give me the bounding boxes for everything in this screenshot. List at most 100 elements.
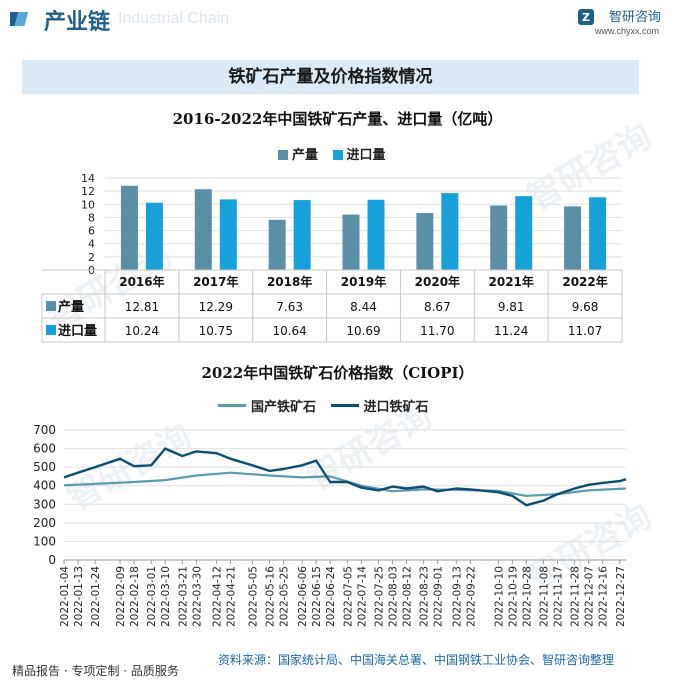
data-label-production: 12.29 bbox=[199, 300, 233, 314]
x-tick-label: 2022-04-21 bbox=[226, 566, 238, 627]
x-tick-label: 2022-07-14 bbox=[356, 566, 368, 627]
category-label: 2018年 bbox=[267, 274, 312, 289]
legend-item-production: 产量 bbox=[278, 148, 318, 163]
x-tick-label: 2022-08-12 bbox=[401, 566, 413, 627]
data-label-import: 11.70 bbox=[420, 324, 454, 338]
x-tick-label: 2022-01-13 bbox=[73, 566, 85, 627]
data-label-import: 11.24 bbox=[494, 324, 528, 338]
category-label: 2022年 bbox=[562, 274, 607, 289]
legend-swatch-import bbox=[332, 150, 343, 160]
y-tick-label: 8 bbox=[88, 211, 95, 224]
legend-line-domestic bbox=[218, 404, 246, 407]
legend-label-imported: 进口铁矿石 bbox=[363, 400, 429, 415]
figure-title-band: 铁矿石产量及价格指数情况 bbox=[22, 60, 639, 94]
brand-name[interactable]: 智研咨询 bbox=[608, 10, 661, 25]
x-tick-label: 2022-01-04 bbox=[59, 566, 71, 627]
x-tick-label: 2022-12-07 bbox=[584, 566, 596, 627]
y-tick-label: 14 bbox=[81, 172, 95, 185]
x-tick-label: 2022-08-23 bbox=[419, 566, 431, 627]
x-tick-label: 2022-05-25 bbox=[279, 566, 291, 627]
category-label: 2016年 bbox=[119, 274, 164, 289]
bar-import bbox=[219, 199, 237, 270]
x-tick-label: 2022-05-16 bbox=[264, 566, 276, 627]
x-tick-label: 2022-07-05 bbox=[342, 566, 354, 627]
bar-chart-title: 2016-2022年中国铁矿石产量、进口量（亿吨） bbox=[172, 110, 503, 128]
x-tick-label: 2022-06-24 bbox=[325, 566, 337, 627]
line-chart-title: 2022年中国铁矿石价格指数（CIOPI） bbox=[201, 364, 474, 382]
x-tick-label: 2022-11-17 bbox=[553, 566, 565, 627]
x-tick-label: 2022-01-24 bbox=[90, 566, 102, 627]
bar-import bbox=[515, 196, 533, 270]
x-tick-label: 2022-05-05 bbox=[247, 566, 259, 627]
bar-production bbox=[342, 214, 360, 270]
data-label-import: 10.64 bbox=[272, 324, 306, 338]
data-label-production: 8.44 bbox=[350, 300, 377, 314]
category-label: 2019年 bbox=[341, 274, 386, 289]
page-header: 产业链 Industrial Chain Z 智研咨询 www.chyxx.co… bbox=[0, 0, 675, 38]
x-tick-label: 2022-12-16 bbox=[598, 566, 610, 627]
series-line-domestic bbox=[63, 471, 627, 498]
svg-text:Z: Z bbox=[582, 11, 590, 24]
bar-import bbox=[367, 199, 385, 270]
bar-production bbox=[194, 189, 212, 270]
category-label: 2021年 bbox=[489, 274, 534, 289]
x-tick-label: 2022-08-03 bbox=[387, 566, 399, 627]
bar-import bbox=[145, 202, 163, 270]
bar-production bbox=[564, 206, 582, 270]
x-tick-label: 2022-03-21 bbox=[177, 566, 189, 627]
line-chart-legend: 国产铁矿石 进口铁矿石 bbox=[218, 396, 439, 415]
table-legend-swatch bbox=[46, 301, 56, 311]
data-label-production: 12.81 bbox=[125, 300, 159, 314]
x-tick-label: 2022-03-01 bbox=[146, 566, 158, 627]
x-tick-label: 2022-10-10 bbox=[493, 566, 505, 627]
bar-chart: 024681012142016年12.8110.242017年12.2910.7… bbox=[41, 172, 623, 343]
data-label-import: 10.69 bbox=[346, 324, 380, 338]
bar-import bbox=[441, 193, 459, 270]
x-tick-label: 2022-03-30 bbox=[191, 566, 203, 627]
legend-item-domestic: 国产铁矿石 bbox=[218, 400, 316, 415]
series-line-imported bbox=[63, 447, 627, 507]
bar-import bbox=[589, 197, 607, 270]
brand-url[interactable]: www.chyxx.com bbox=[594, 26, 659, 36]
x-tick-label: 2022-04-12 bbox=[212, 566, 224, 627]
brand-logo-icon: Z bbox=[578, 9, 594, 25]
data-label-production: 8.67 bbox=[424, 300, 451, 314]
x-tick-label: 2022-10-28 bbox=[521, 566, 533, 627]
x-tick-label: 2022-09-01 bbox=[433, 566, 445, 627]
section-title: 产业链 bbox=[44, 9, 111, 35]
y-tick-label: 2 bbox=[88, 251, 95, 264]
footer-source: 资料来源：国家统计局、中国海关总署、中国钢铁工业协会、智研咨询整理 bbox=[218, 653, 615, 667]
footer-slogan: 精品报告 · 专项定制 · 品质服务 bbox=[12, 664, 179, 678]
y-tick-label: 500 bbox=[33, 460, 56, 474]
y-tick-label: 12 bbox=[81, 185, 95, 198]
bar-production bbox=[120, 185, 138, 270]
x-tick-label: 2022-09-13 bbox=[451, 566, 463, 627]
legend-label-domestic: 国产铁矿石 bbox=[251, 400, 317, 415]
x-tick-label: 2022-07-25 bbox=[373, 566, 385, 627]
y-tick-label: 300 bbox=[33, 497, 56, 511]
category-label: 2017年 bbox=[193, 274, 238, 289]
legend-item-imported: 进口铁矿石 bbox=[330, 400, 429, 415]
y-tick-label: 4 bbox=[88, 238, 95, 251]
data-label-import: 10.24 bbox=[125, 324, 159, 338]
data-label-production: 9.81 bbox=[498, 300, 525, 314]
bar-production bbox=[490, 205, 508, 270]
figure-title: 铁矿石产量及价格指数情况 bbox=[228, 67, 433, 87]
x-tick-label: 2022-11-28 bbox=[570, 566, 582, 627]
y-tick-label: 400 bbox=[33, 479, 56, 493]
legend-swatch-production bbox=[278, 150, 288, 160]
x-tick-label: 2022-12-27 bbox=[615, 566, 627, 627]
y-tick-label: 0 bbox=[48, 553, 56, 567]
category-label: 2020年 bbox=[415, 274, 460, 289]
data-label-production: 7.63 bbox=[276, 300, 303, 314]
y-tick-label: 10 bbox=[81, 198, 95, 211]
x-tick-label: 2022-06-15 bbox=[311, 566, 323, 627]
legend-line-imported bbox=[330, 404, 359, 407]
y-tick-label: 200 bbox=[33, 516, 56, 530]
data-label-production: 9.68 bbox=[572, 300, 599, 314]
x-tick-label: 2022-03-10 bbox=[160, 566, 172, 627]
x-tick-label: 2022-06-06 bbox=[297, 566, 309, 627]
y-tick-label: 600 bbox=[33, 442, 56, 456]
bar-production bbox=[268, 219, 286, 270]
